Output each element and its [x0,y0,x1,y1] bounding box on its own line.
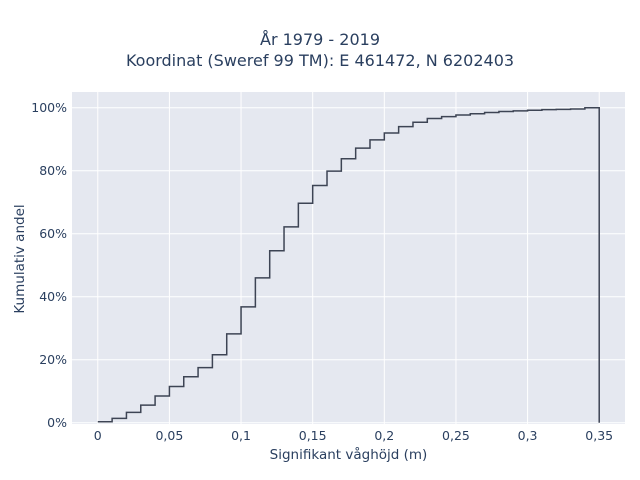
x-axis-label: Signifikant våghöjd (m) [269,447,428,463]
x-tick-label: 0,25 [442,428,470,443]
y-tick-label: 0% [47,415,67,430]
y-axis-label: Kumulativ andel [12,204,28,314]
tick-labels: 0 0,05 0,1 0,15 0,2 0,25 0,3 0,35 0% 20% 40% 60% 80%… [31,100,613,443]
x-tick-label: 0,05 [155,428,183,443]
y-tick-label: 20% [39,352,67,367]
x-tick-label: 0,3 [518,428,538,443]
chart-subtitle: Koordinat (Sweref 99 TM): E 461472, N 62… [125,51,515,70]
y-tick-label: 60% [39,226,67,241]
series-layer [97,107,600,423]
y-tick-label: 100% [31,100,67,115]
cumulative-step-line [97,107,600,423]
plot-area [72,92,625,424]
y-tick-label: 80% [39,163,67,178]
x-tick-label: 0,35 [585,428,613,443]
x-tick-label: 0,15 [299,428,327,443]
x-tick-label: 0 [94,428,102,443]
chart-title: År 1979 - 2019 [260,30,380,49]
x-tick-label: 0,2 [374,428,394,443]
y-tick-label: 40% [39,289,67,304]
x-tick-label: 0,1 [231,428,251,443]
